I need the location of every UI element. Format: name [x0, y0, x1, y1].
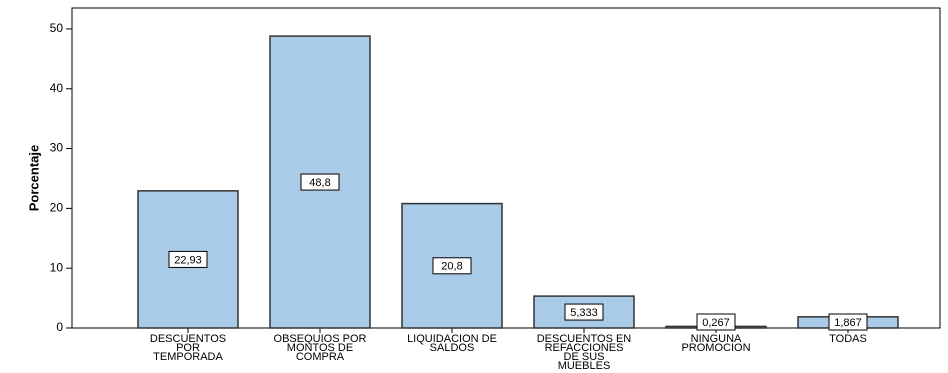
value-label-box [696, 313, 736, 331]
x-tick-label: DESCUENTOS EN REFACCIONES DE SUS MUEBLES [536, 333, 632, 372]
y-tick-label: 40 [50, 81, 64, 95]
x-tick-label: LIQUIDACION DE SALDOS [407, 333, 497, 354]
x-tick-label: OBSEQUIOS POR MONTOS DE COMPRA [273, 333, 367, 363]
y-tick-label: 20 [50, 201, 64, 215]
x-tick-label: DESCUENTOS POR TEMPORADA [149, 333, 227, 363]
value-label-box [828, 313, 868, 331]
value-label-box [564, 303, 604, 321]
y-tick-label: 0 [56, 320, 63, 334]
value-label: 48,8 [309, 177, 330, 189]
y-tick-label: 10 [50, 260, 64, 274]
y-tick-label: 50 [50, 21, 64, 35]
value-label: 22,93 [174, 254, 202, 266]
x-tick-label: TODAS [829, 333, 867, 345]
value-label-box [300, 173, 340, 191]
value-label: 20,8 [441, 261, 462, 273]
value-label: 0,267 [702, 317, 730, 329]
value-label-box [432, 257, 472, 275]
value-label: 1,867 [834, 317, 862, 329]
value-label-box [168, 250, 208, 268]
y-axis-label: Porcentaje [26, 145, 41, 211]
value-label: 5,333 [570, 307, 598, 319]
x-tick-label: NINGUNA PROMOCION [681, 333, 751, 354]
y-tick-label: 30 [50, 141, 64, 155]
